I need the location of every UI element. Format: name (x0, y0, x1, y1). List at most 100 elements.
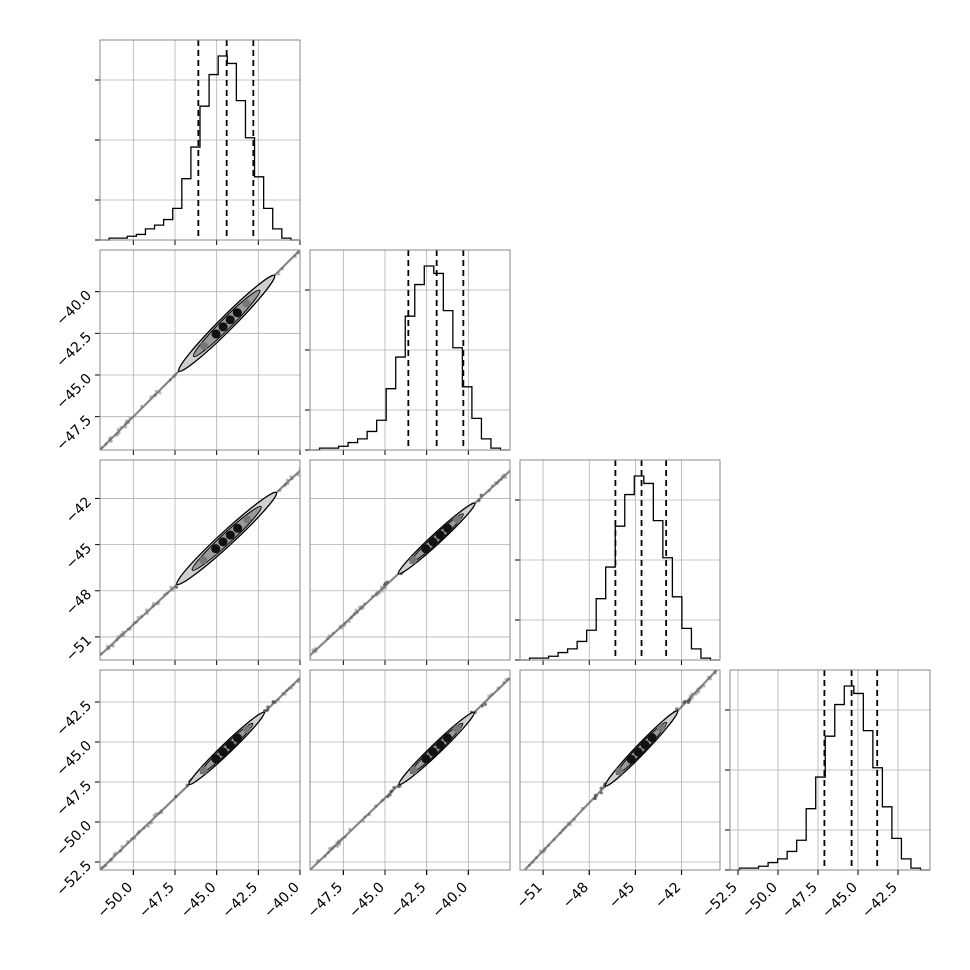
sample-point (95, 657, 98, 660)
sample-point (337, 642, 340, 645)
sample-point (538, 440, 541, 443)
sample-point (567, 418, 570, 421)
x-tick-label: −45.0 (346, 880, 388, 922)
sample-point (279, 678, 282, 681)
sample-point (770, 610, 773, 613)
sample-point (356, 413, 359, 416)
sample-point (782, 600, 785, 603)
sample-point (74, 678, 77, 681)
sample-point (90, 660, 93, 663)
sample-point (371, 400, 374, 403)
sample-point (534, 445, 537, 448)
sample-point (298, 881, 301, 884)
sample-point (578, 407, 581, 410)
sample-point (338, 433, 341, 436)
sample-point (591, 391, 594, 394)
y-tick-label: −42.5 (53, 329, 95, 371)
sample-point (367, 178, 370, 181)
y-tick-label: −50.0 (53, 818, 95, 860)
correlation-panel (277, 391, 594, 683)
sample-point (585, 604, 588, 607)
sample-point (554, 429, 557, 432)
sample-point (306, 668, 309, 671)
sample-point (761, 621, 764, 624)
panel-frame (99, 249, 301, 451)
panel-frame (519, 459, 721, 661)
sample-point (509, 884, 512, 887)
density-core (421, 754, 431, 764)
sample-point (323, 223, 326, 226)
density-core (626, 754, 636, 764)
panel-content (79, 175, 376, 469)
sample-point (545, 438, 548, 441)
density-core (443, 523, 453, 533)
histogram-panel (515, 459, 721, 665)
sample-point (546, 436, 549, 439)
sample-point (544, 437, 547, 440)
sample-point (305, 869, 308, 872)
y-tick-label: −45.0 (53, 371, 95, 413)
panel-frame (99, 669, 301, 871)
sample-point (366, 406, 369, 409)
density-core (435, 740, 445, 750)
sample-point (557, 628, 560, 631)
sample-point (313, 232, 316, 235)
density-core (218, 322, 228, 332)
sample-point (516, 877, 519, 880)
y-tick-label: −42.5 (53, 698, 95, 740)
sample-point (551, 429, 554, 432)
sample-point (558, 631, 561, 634)
x-tick-label: −45 (606, 880, 638, 912)
sample-point (347, 627, 350, 630)
sample-point (74, 889, 77, 892)
histogram-panel (305, 249, 511, 455)
density-core (232, 733, 242, 743)
sample-point (70, 678, 73, 681)
sample-point (347, 628, 350, 631)
sample-point (98, 451, 101, 454)
sample-point (317, 660, 320, 663)
sample-point (349, 195, 352, 198)
sample-point (309, 665, 312, 668)
density-core (218, 537, 228, 547)
sample-point (515, 879, 518, 882)
sample-point (347, 202, 350, 205)
panel-content (298, 604, 588, 884)
sample-point (506, 888, 509, 891)
sample-point (307, 241, 310, 244)
x-tick-label: −47.5 (305, 880, 347, 922)
sample-point (360, 189, 363, 192)
sample-point (329, 219, 332, 222)
sample-point (79, 466, 82, 469)
histogram-step (310, 265, 510, 451)
sample-point (337, 641, 340, 644)
sample-point (373, 175, 376, 178)
sample-point (293, 666, 296, 669)
sample-point (514, 671, 517, 674)
density-shoulder (200, 341, 209, 350)
sample-point (318, 451, 321, 454)
density-core (218, 747, 228, 757)
density-shoulder (453, 515, 462, 524)
sample-point (532, 446, 535, 449)
correlation-panel (506, 600, 785, 891)
sample-point (547, 642, 550, 645)
sample-point (586, 395, 589, 398)
sample-point (311, 664, 314, 667)
density-shoulder (409, 766, 418, 775)
panel-content (506, 600, 785, 891)
sample-point (539, 442, 542, 445)
panel-frame (309, 669, 511, 871)
sample-point (304, 246, 307, 249)
sample-point (755, 626, 758, 629)
sample-point (83, 881, 86, 884)
sample-point (363, 182, 366, 185)
density-shoulder (199, 556, 208, 565)
sample-point (569, 412, 572, 415)
sample-point (277, 680, 280, 683)
sample-point (303, 242, 306, 245)
sample-point (364, 614, 367, 617)
sample-point (538, 649, 541, 652)
sample-point (313, 664, 316, 667)
sample-point (352, 627, 355, 630)
